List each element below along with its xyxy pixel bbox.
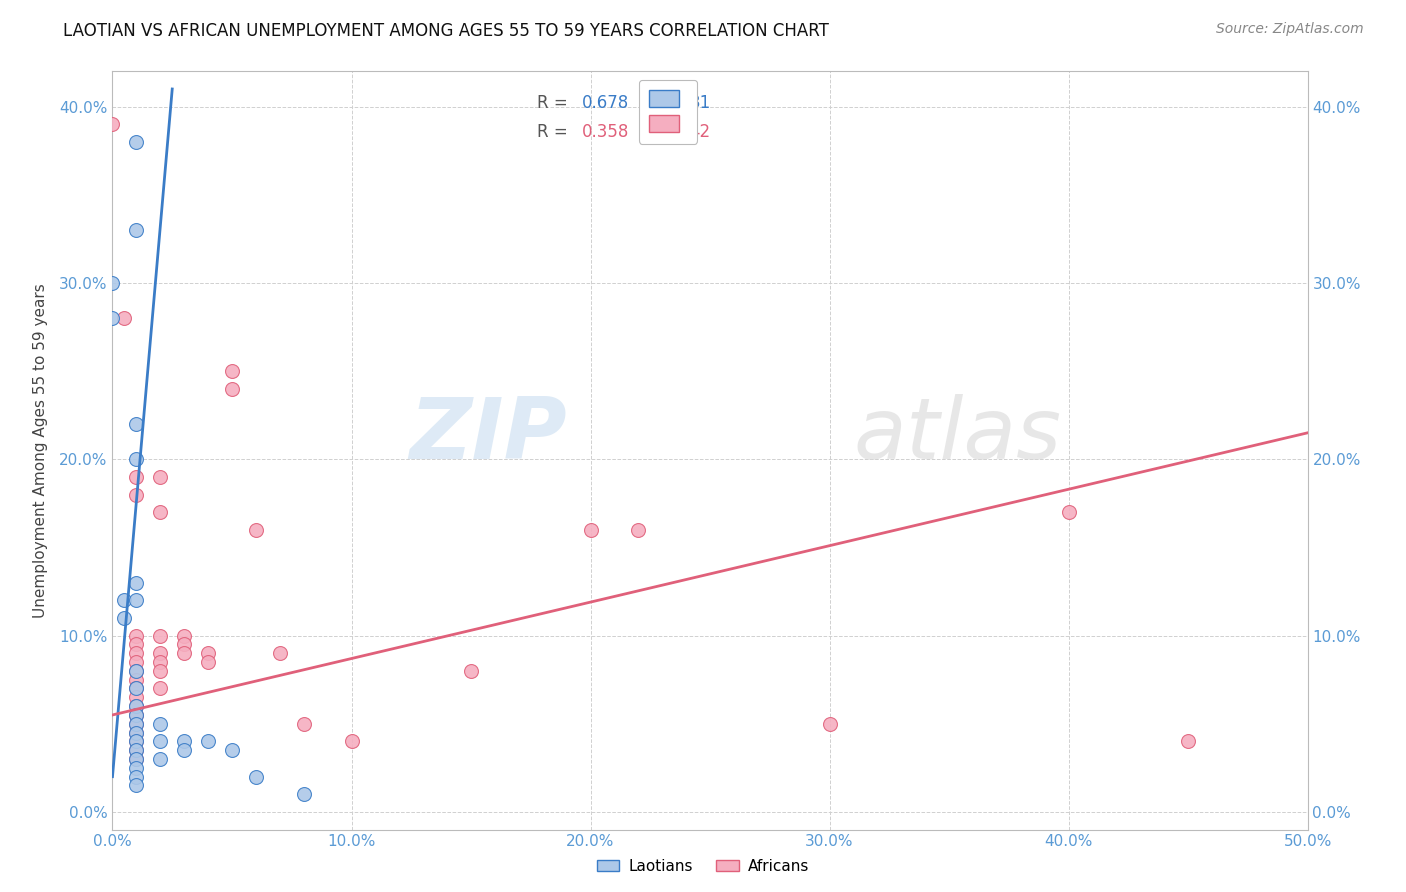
Point (114, 311, 135, 326)
Point (125, 637, 148, 651)
Point (149, 655, 172, 669)
Point (125, 690, 148, 705)
Point (245, 770, 267, 784)
Point (125, 664, 148, 678)
Point (125, 743, 148, 757)
Point (173, 734, 195, 748)
Point (579, 523, 602, 537)
Text: R =: R = (537, 95, 572, 112)
Point (149, 646, 172, 660)
Point (125, 681, 148, 696)
Point (125, 743, 148, 757)
Point (149, 752, 172, 766)
Legend: , : , (640, 79, 697, 144)
Point (125, 716, 148, 731)
Point (627, 523, 650, 537)
Point (340, 734, 363, 748)
Point (125, 779, 148, 793)
Point (125, 770, 148, 784)
Point (173, 637, 195, 651)
Point (292, 716, 315, 731)
Point (125, 487, 148, 501)
Point (114, 611, 135, 625)
Text: 0.678: 0.678 (582, 95, 630, 112)
Point (101, 276, 124, 290)
Point (460, 664, 482, 678)
Point (149, 629, 172, 643)
Text: N =: N = (644, 123, 692, 141)
Point (101, 311, 124, 326)
Point (149, 505, 172, 519)
Point (149, 716, 172, 731)
Text: 42: 42 (690, 123, 711, 141)
Point (149, 734, 172, 748)
Text: ZIP: ZIP (409, 393, 567, 477)
Point (125, 470, 148, 484)
Point (125, 135, 148, 149)
Text: LAOTIAN VS AFRICAN UNEMPLOYMENT AMONG AGES 55 TO 59 YEARS CORRELATION CHART: LAOTIAN VS AFRICAN UNEMPLOYMENT AMONG AG… (63, 22, 830, 40)
Point (197, 646, 219, 660)
Point (125, 593, 148, 607)
Point (125, 664, 148, 678)
Point (221, 743, 243, 757)
Point (1177, 734, 1199, 748)
Text: atlas: atlas (853, 393, 1062, 477)
Point (221, 382, 243, 396)
Text: N =: N = (644, 95, 692, 112)
Point (125, 452, 148, 467)
Point (101, 117, 124, 131)
Text: 0.358: 0.358 (582, 123, 630, 141)
Point (197, 734, 219, 748)
Y-axis label: Unemployment Among Ages 55 to 59 years: Unemployment Among Ages 55 to 59 years (32, 283, 48, 618)
Point (149, 470, 172, 484)
Point (125, 752, 148, 766)
Point (125, 708, 148, 723)
Legend: Laotians, Africans: Laotians, Africans (591, 853, 815, 880)
Point (125, 708, 148, 723)
Point (125, 575, 148, 590)
Point (149, 664, 172, 678)
Point (173, 629, 195, 643)
Point (125, 223, 148, 237)
Text: 31: 31 (690, 95, 711, 112)
Point (173, 646, 195, 660)
Point (125, 761, 148, 775)
Point (125, 699, 148, 714)
Point (269, 646, 291, 660)
Point (125, 646, 148, 660)
Point (125, 673, 148, 687)
Point (125, 734, 148, 748)
Point (292, 787, 315, 801)
Text: Source: ZipAtlas.com: Source: ZipAtlas.com (1216, 22, 1364, 37)
Point (149, 681, 172, 696)
Point (125, 417, 148, 431)
Text: R =: R = (537, 123, 572, 141)
Point (114, 593, 135, 607)
Point (125, 629, 148, 643)
Point (173, 743, 195, 757)
Point (125, 681, 148, 696)
Point (221, 364, 243, 378)
Point (245, 523, 267, 537)
Point (1057, 505, 1080, 519)
Point (125, 734, 148, 748)
Point (125, 655, 148, 669)
Point (818, 716, 841, 731)
Point (125, 699, 148, 714)
Point (125, 725, 148, 739)
Point (197, 655, 219, 669)
Point (125, 716, 148, 731)
Point (125, 752, 148, 766)
Point (125, 725, 148, 739)
